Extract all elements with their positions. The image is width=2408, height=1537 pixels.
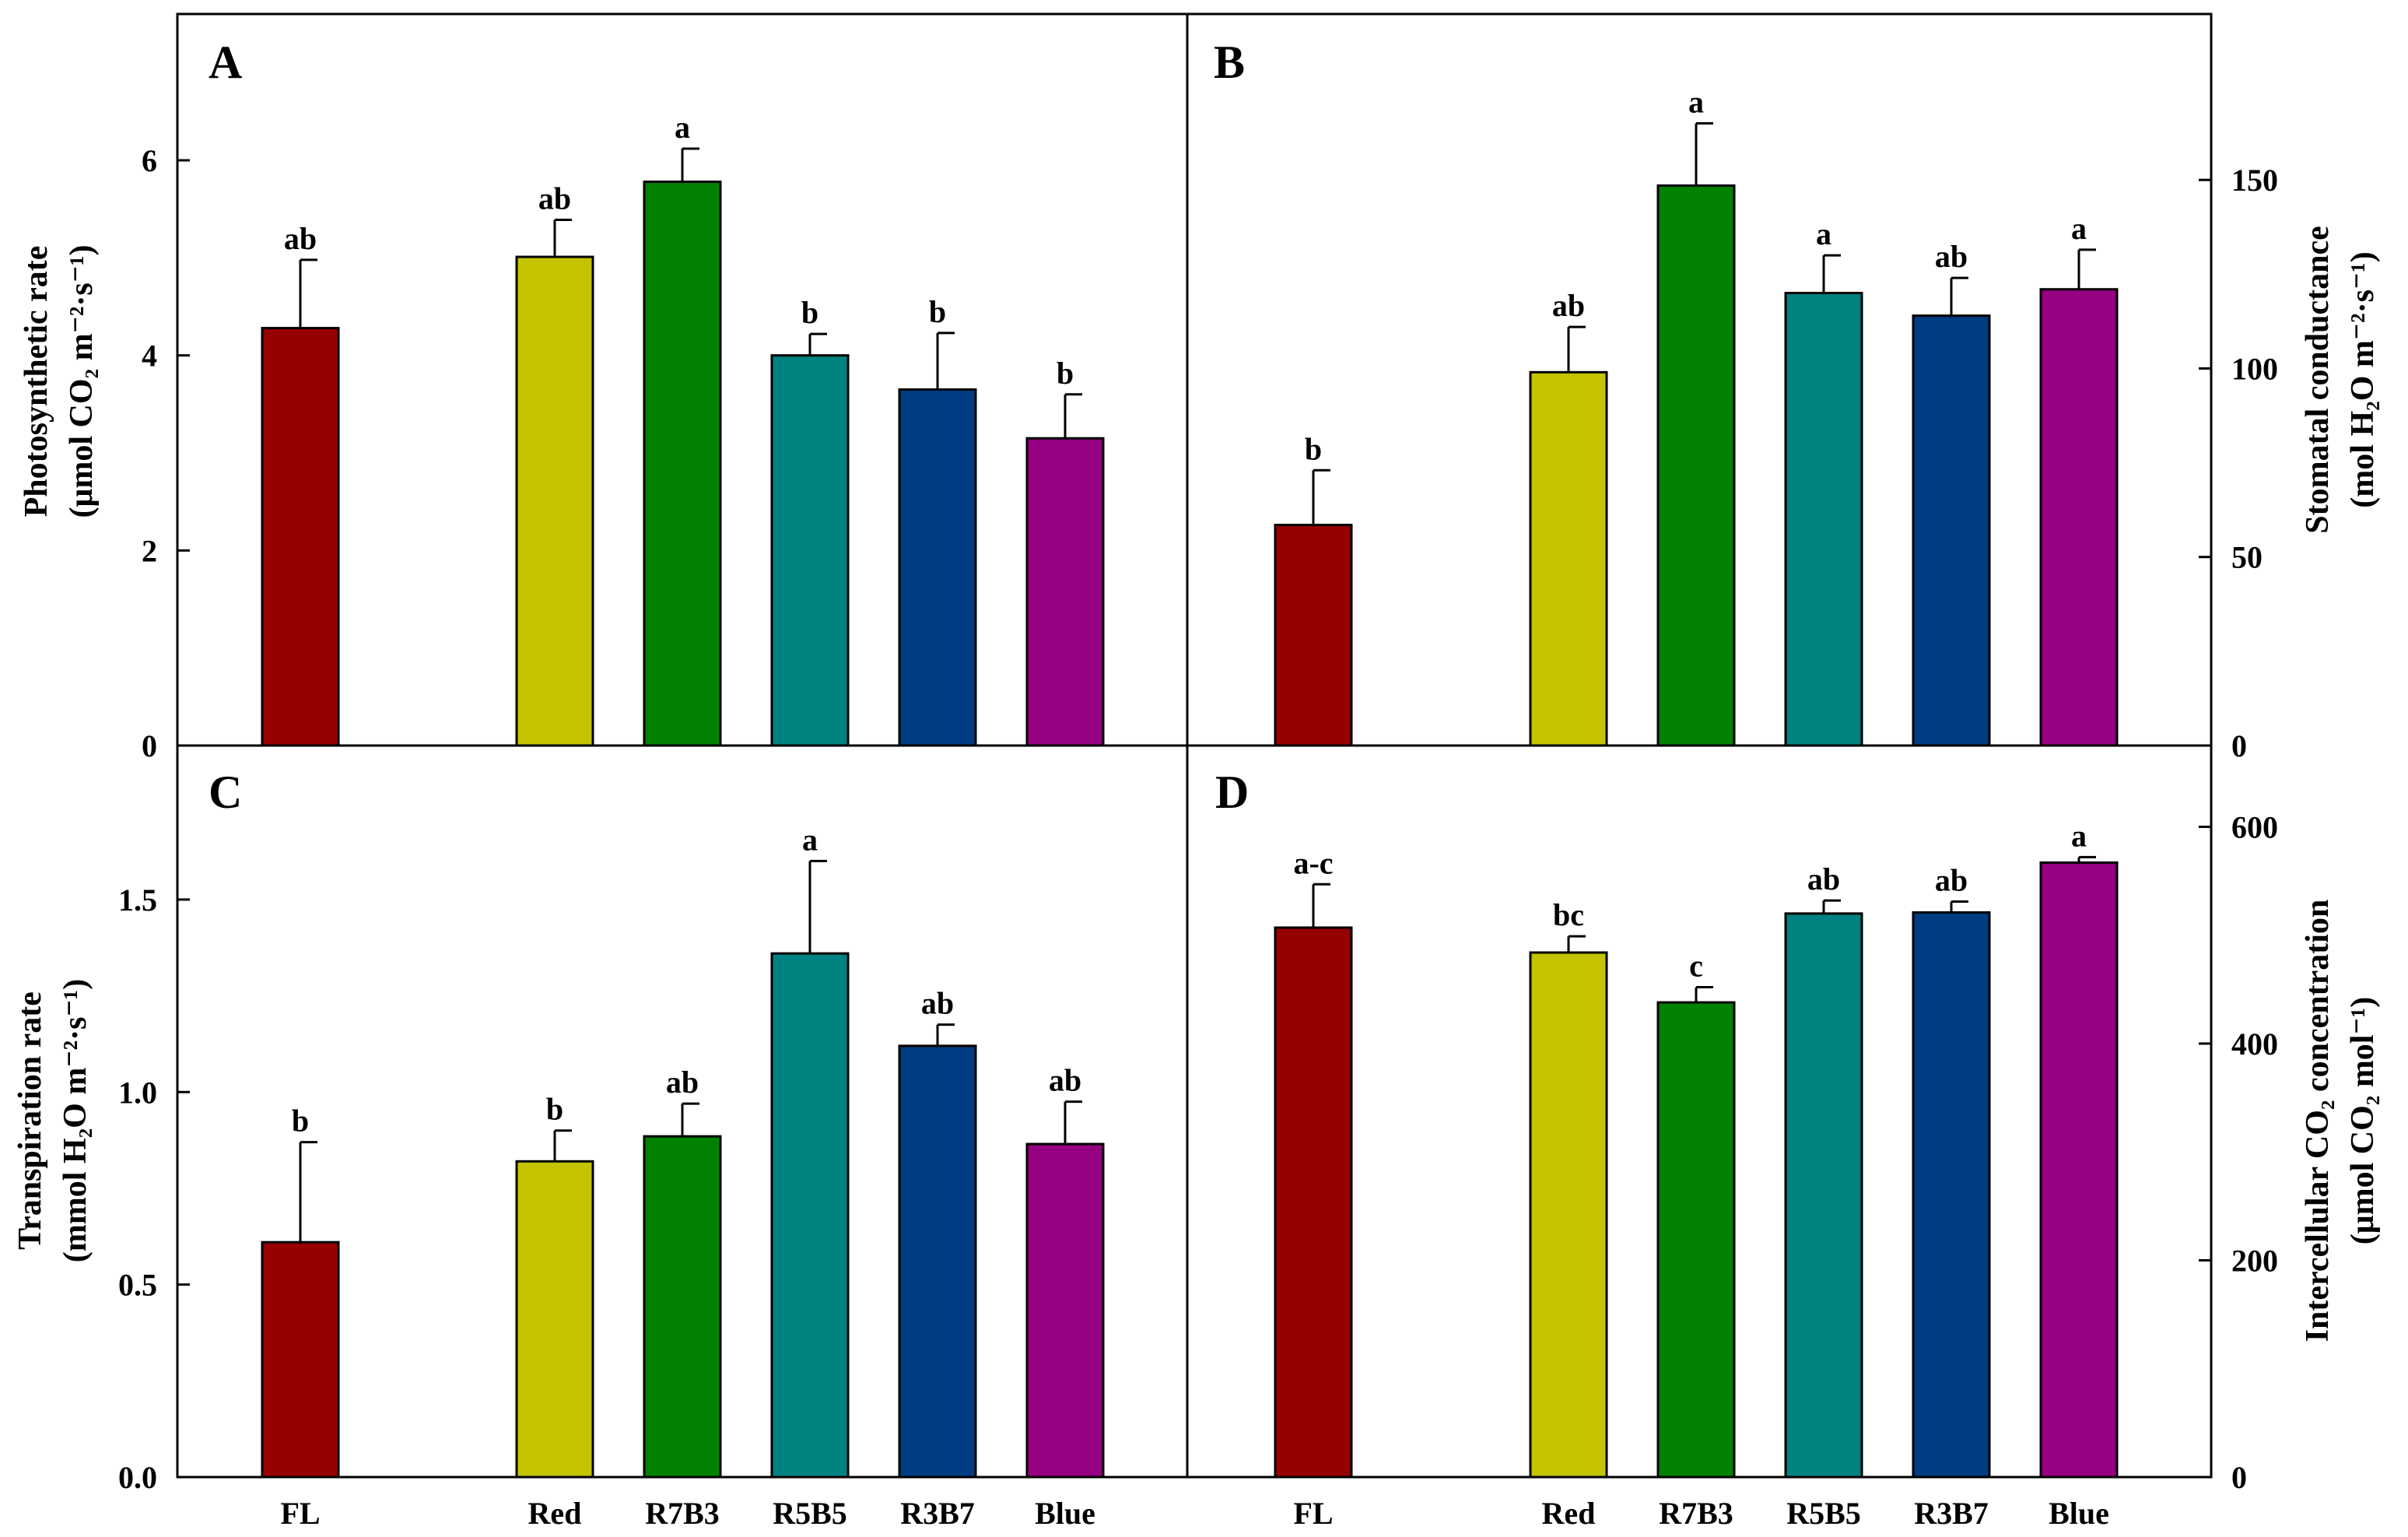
panel-C-ytick-label: 0.0 bbox=[118, 1460, 157, 1495]
sig-letter-B-R3B7: ab bbox=[1935, 239, 1968, 274]
xtick-label-C-FL: FL bbox=[280, 1496, 320, 1531]
panel-A-letter: A bbox=[209, 37, 242, 88]
panel-A-ylabel-line1: Photosynthetic rate bbox=[19, 246, 54, 518]
panel-B-ytick-label: 0 bbox=[2231, 728, 2247, 763]
sig-letter-B-R7B3: a bbox=[1688, 85, 1704, 120]
sig-letter-C-FL: b bbox=[292, 1104, 309, 1139]
panel-D-letter: D bbox=[1215, 767, 1249, 818]
panel-B-ylabel-line2: (mol H₂O m⁻²·s⁻¹) bbox=[2345, 251, 2381, 507]
bar-A-R7B3 bbox=[643, 181, 722, 747]
sig-letter-D-FL: a-c bbox=[1293, 845, 1333, 880]
bar-A-Blue bbox=[1025, 437, 1105, 747]
xtick-label-D-R7B3: R7B3 bbox=[1659, 1496, 1733, 1531]
bar-D-R3B7 bbox=[1912, 911, 1991, 1479]
bar-C-Red bbox=[515, 1160, 594, 1479]
bar-C-Blue bbox=[1025, 1142, 1105, 1479]
panel-C-ylabel-line2: (mmol H₂O m⁻²·s⁻¹) bbox=[58, 979, 93, 1262]
xtick-label-C-Blue: Blue bbox=[1035, 1496, 1095, 1531]
panel-B-ytick-label: 50 bbox=[2231, 540, 2263, 575]
xtick-label-C-Red: Red bbox=[528, 1496, 582, 1531]
xtick-label-D-FL: FL bbox=[1293, 1496, 1333, 1531]
bar-A-Red bbox=[515, 255, 594, 747]
panel-D-ytick-label: 400 bbox=[2231, 1026, 2278, 1062]
xtick-label-D-Blue: Blue bbox=[2049, 1496, 2109, 1531]
panel-B: B 0 50 100 150 b ab a a ab a Stomatal conductanc… bbox=[1186, 12, 2381, 763]
sig-letter-A-R5B5: b bbox=[801, 295, 818, 330]
panel-B-ylabel-line1: Stomatal conductance bbox=[2300, 226, 2336, 533]
panel-D-ylabel-line2: (μmol CO₂ mol⁻¹) bbox=[2345, 997, 2381, 1244]
sig-letter-C-R7B3: ab bbox=[666, 1065, 699, 1100]
xtick-label-C-R7B3: R7B3 bbox=[645, 1496, 720, 1531]
xtick-label-D-R5B5: R5B5 bbox=[1786, 1496, 1861, 1531]
panel-A-ytick-label: 0 bbox=[142, 728, 157, 763]
panel-B-letter: B bbox=[1214, 37, 1245, 88]
bar-D-FL bbox=[1274, 926, 1353, 1479]
bar-B-Blue bbox=[2039, 288, 2119, 747]
bar-D-Blue bbox=[2039, 861, 2119, 1479]
panel-D-ytick-label: 600 bbox=[2231, 809, 2278, 844]
sig-letter-B-Red: ab bbox=[1552, 288, 1585, 323]
panel-D-ytick-label: 200 bbox=[2231, 1243, 2278, 1278]
bar-A-R5B5 bbox=[770, 354, 850, 747]
bar-B-R5B5 bbox=[1784, 292, 1863, 747]
panel-D: D 0 200 400 600 a-c bc c ab ab a Intercellular C… bbox=[1186, 744, 2381, 1495]
x-axis-labels: FL Red R7B3 R5B5 R3B7 Blue FL Red R7B3 R5B5 R3B7 Bl… bbox=[280, 1496, 2108, 1531]
panel-C-letter: C bbox=[209, 767, 242, 818]
bar-B-Red bbox=[1529, 370, 1608, 747]
panel-A-ytick-label: 2 bbox=[142, 533, 157, 568]
panel-A-ylabel-line2: (μmol CO₂ m⁻²·s⁻¹) bbox=[64, 245, 100, 518]
xtick-label-C-R5B5: R5B5 bbox=[773, 1496, 847, 1531]
sig-letter-C-Red: b bbox=[546, 1092, 563, 1127]
sig-letter-A-R3B7: b bbox=[929, 294, 946, 329]
panel-B-ytick-label: 100 bbox=[2231, 351, 2278, 386]
sig-letter-B-R5B5: a bbox=[1816, 216, 1831, 251]
panel-D-ylabel-line1: Intercellular CO₂ concentration bbox=[2300, 900, 2336, 1342]
panel-C-ytick-label: 1.0 bbox=[118, 1075, 157, 1110]
bar-B-R7B3 bbox=[1656, 184, 1736, 747]
xtick-label-C-R3B7: R3B7 bbox=[900, 1496, 975, 1531]
sig-letter-D-R3B7: ab bbox=[1935, 863, 1968, 898]
panel-A-ytick-label: 6 bbox=[142, 143, 157, 178]
panel-A-ytick-label: 4 bbox=[142, 339, 157, 374]
bar-C-R5B5 bbox=[770, 952, 850, 1479]
panel-C: C 0.0 0.5 1.0 1.5 b b ab a ab ab Transpiration r… bbox=[12, 744, 1189, 1495]
xtick-label-D-R3B7: R3B7 bbox=[1914, 1496, 1989, 1531]
bar-C-R3B7 bbox=[898, 1044, 977, 1479]
bar-C-R7B3 bbox=[643, 1135, 722, 1479]
bar-A-FL bbox=[261, 327, 340, 747]
sig-letter-C-R3B7: ab bbox=[921, 986, 954, 1021]
sig-letter-C-R5B5: a bbox=[802, 822, 818, 857]
bar-B-R3B7 bbox=[1912, 314, 1991, 747]
bar-D-R7B3 bbox=[1656, 1001, 1736, 1479]
sig-letter-D-R7B3: c bbox=[1689, 949, 1703, 984]
sig-letter-D-Blue: a bbox=[2071, 818, 2087, 853]
sig-letter-A-Blue: b bbox=[1057, 356, 1074, 391]
sig-letter-A-Red: ab bbox=[538, 181, 571, 216]
bar-B-FL bbox=[1274, 524, 1353, 747]
sig-letter-A-FL: ab bbox=[284, 221, 317, 256]
sig-letter-D-Red: bc bbox=[1553, 897, 1584, 932]
sig-letter-D-R5B5: ab bbox=[1807, 861, 1840, 897]
panel-B-ytick-label: 150 bbox=[2231, 163, 2278, 198]
panel-C-ytick-label: 1.5 bbox=[118, 883, 157, 918]
bar-C-FL bbox=[261, 1240, 340, 1479]
sig-letter-A-R7B3: a bbox=[675, 110, 690, 145]
bar-D-R5B5 bbox=[1784, 912, 1863, 1479]
sig-letter-B-FL: b bbox=[1305, 431, 1322, 466]
panel-C-ylabel-line1: Transpiration rate bbox=[12, 991, 48, 1250]
bar-D-Red bbox=[1529, 951, 1608, 1479]
bar-A-R3B7 bbox=[898, 388, 977, 747]
xtick-label-D-Red: Red bbox=[1542, 1496, 1596, 1531]
sig-letter-B-Blue: a bbox=[2071, 211, 2087, 246]
panel-D-ytick-label: 0 bbox=[2231, 1460, 2247, 1495]
panel-C-ytick-label: 0.5 bbox=[118, 1268, 157, 1303]
sig-letter-C-Blue: ab bbox=[1049, 1063, 1081, 1098]
